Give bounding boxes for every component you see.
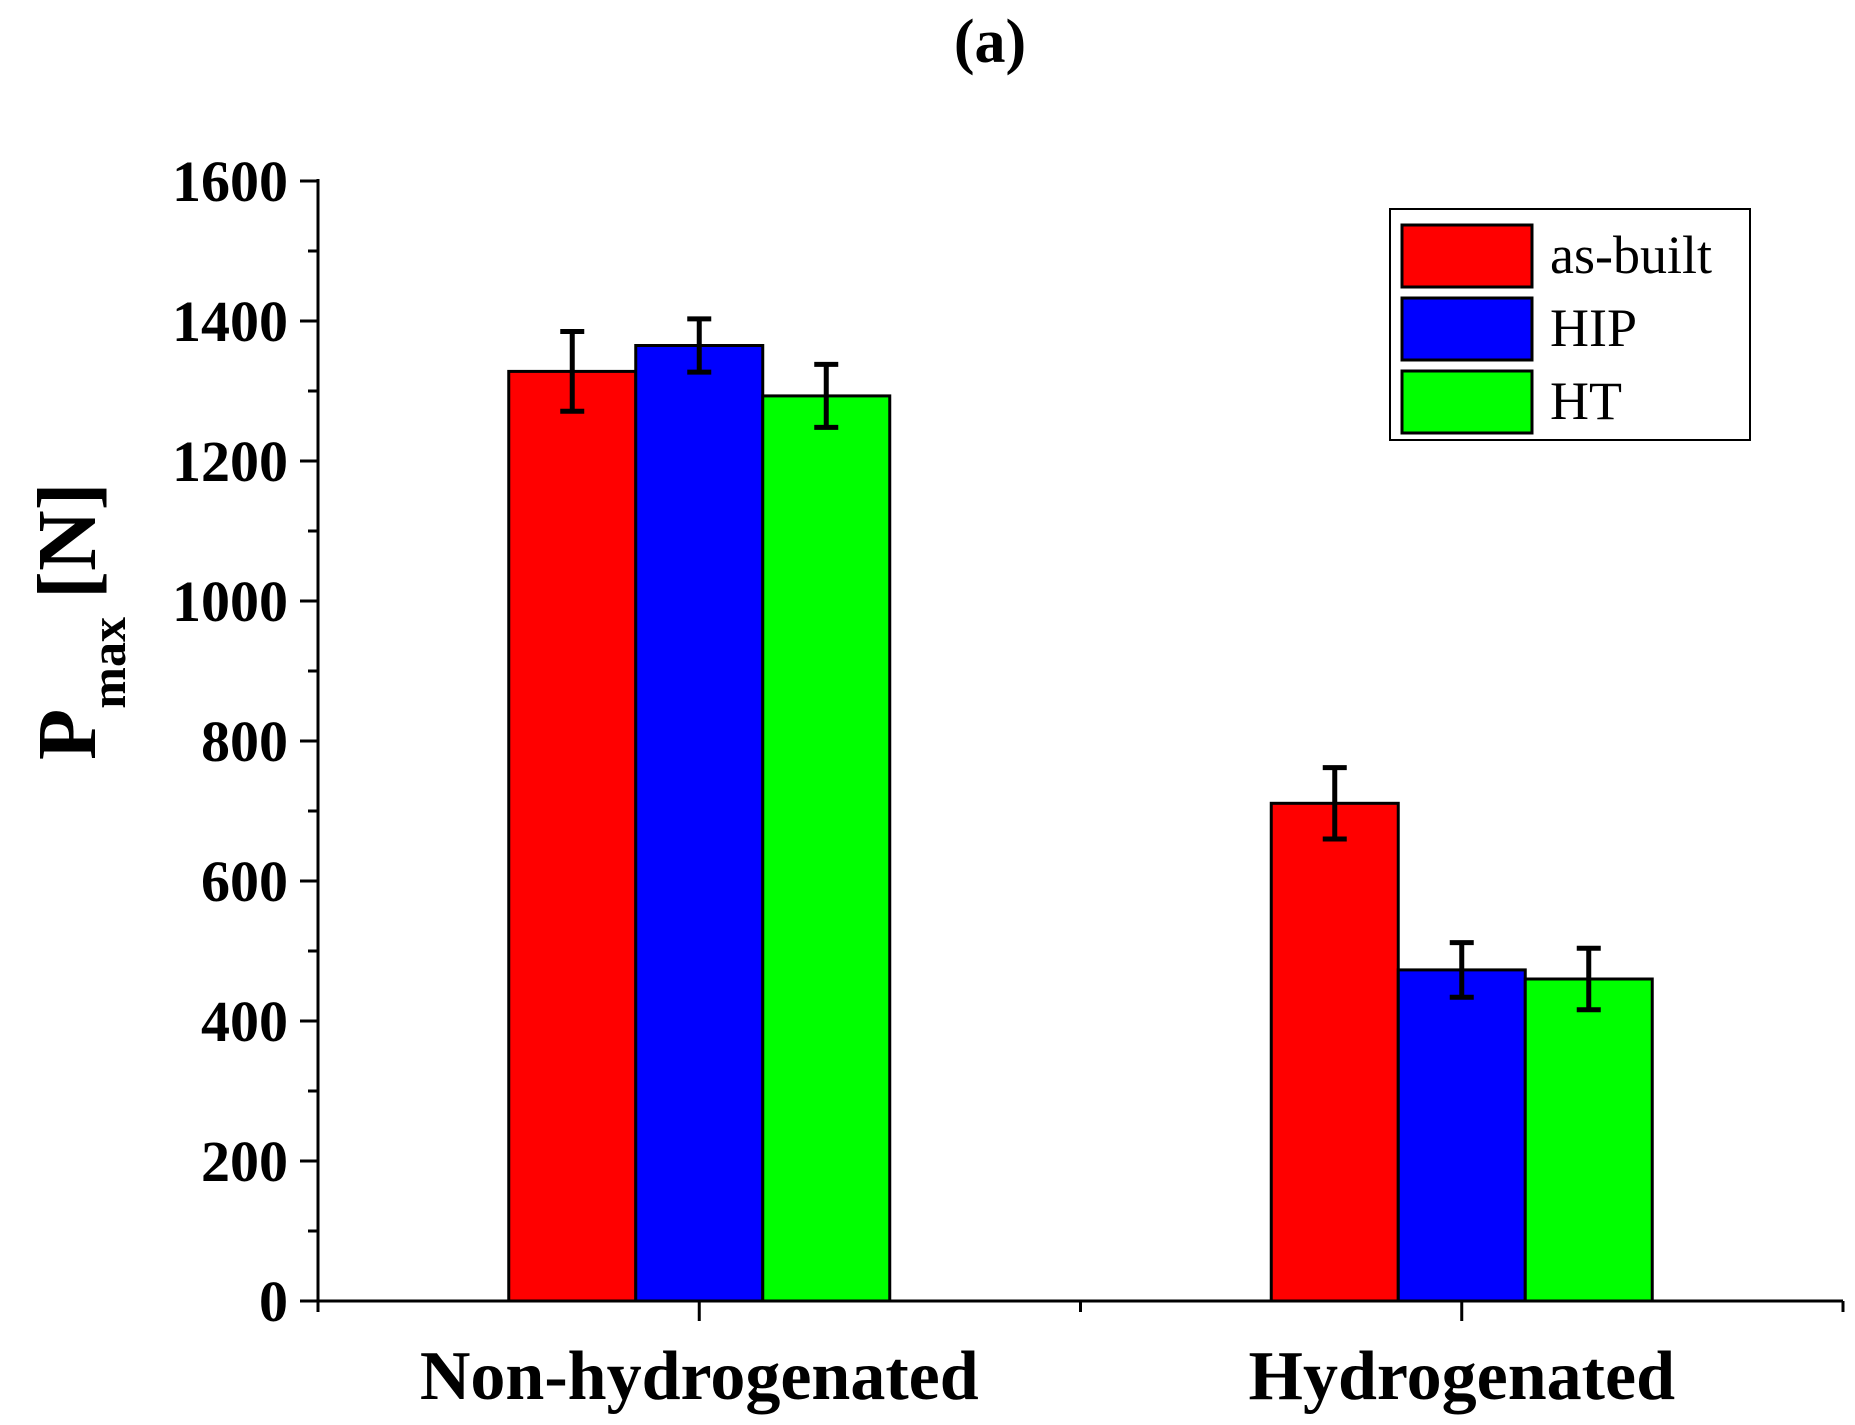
- error-bar-as-built-non-hydrogenated: [560, 329, 585, 414]
- error-bar-hip-non-hydrogenated: [687, 316, 712, 375]
- legend: as-built HIP HT: [1389, 208, 1751, 441]
- y-tick-label: 600: [201, 849, 288, 914]
- error-bar-as-built-hydrogenated: [1322, 765, 1347, 842]
- y-axis-label-unit: [N]: [21, 482, 114, 599]
- y-axis-label-subscript: max: [80, 617, 136, 709]
- y-tick-label: 400: [201, 989, 288, 1054]
- error-bars-group: [560, 316, 1601, 1013]
- error-bar-hip-hydrogenated: [1449, 940, 1474, 1000]
- legend-label-as-built: as-built: [1550, 225, 1712, 285]
- legend-swatch-as-built: [1400, 223, 1534, 289]
- axes-group: [300, 179, 1845, 1321]
- x-tick-label: Hydrogenated: [1249, 1338, 1676, 1415]
- x-tick-labels: Non-hydrogenated Hydrogenated: [420, 1338, 1675, 1415]
- bar-hip-hydrogenated: [1396, 968, 1527, 1303]
- bars-group: [507, 344, 1654, 1303]
- chart-title: (a): [954, 8, 1026, 76]
- y-tick-label: 1400: [172, 289, 288, 354]
- x-tick-label: Non-hydrogenated: [420, 1338, 979, 1415]
- bar-as-built-non-hydrogenated: [507, 369, 638, 1303]
- y-tick-label: 800: [201, 709, 288, 774]
- svg-text:Pmax[N]: Pmax [N]: [21, 482, 136, 760]
- legend-swatch-ht: [1400, 369, 1534, 435]
- y-axis-label: Pmax [N]: [21, 482, 136, 760]
- y-tick-label: 1200: [172, 429, 288, 494]
- error-bar-ht-hydrogenated: [1576, 945, 1601, 1013]
- y-tick-labels: 0 200 400 600 800 1000 1200 1400 1600: [172, 149, 288, 1334]
- legend-swatch-hip: [1400, 296, 1534, 362]
- legend-label-hip: HIP: [1550, 298, 1637, 358]
- bar-as-built-hydrogenated: [1269, 801, 1400, 1303]
- legend-label-ht: HT: [1550, 371, 1622, 431]
- y-tick-label: 1000: [172, 569, 288, 634]
- error-bar-ht-non-hydrogenated: [814, 361, 839, 430]
- bar-hip-non-hydrogenated: [634, 344, 765, 1303]
- bar-ht-hydrogenated: [1523, 977, 1654, 1303]
- y-axis-label-main: P: [21, 709, 114, 760]
- y-tick-label: 200: [201, 1129, 288, 1194]
- y-tick-label: 0: [259, 1269, 288, 1334]
- bar-ht-non-hydrogenated: [761, 394, 892, 1303]
- y-tick-label: 1600: [172, 149, 288, 214]
